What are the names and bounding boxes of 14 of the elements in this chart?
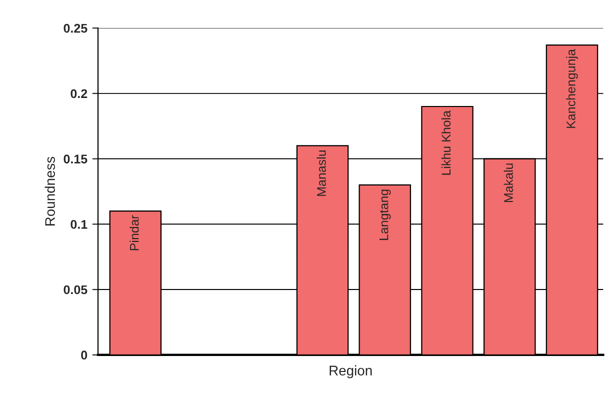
x-tick-label: Kanchengunja xyxy=(566,48,578,128)
y-tick-label: 0.05 xyxy=(64,285,88,294)
y-axis-title: Roundness xyxy=(44,156,55,226)
x-axis-title: Region xyxy=(330,365,372,378)
x-tick-label: Makalu xyxy=(504,164,513,202)
y-tick-label: 0.2 xyxy=(70,89,88,98)
x-tick-label: Likhu Khola xyxy=(441,110,451,175)
y-tick-label: 0.15 xyxy=(64,154,88,164)
x-tick-label: Pindar xyxy=(130,215,139,250)
y-tick-label: 0.25 xyxy=(64,24,88,33)
y-tick-label: 0.1 xyxy=(70,220,88,229)
y-tick-label: 0 xyxy=(81,350,88,360)
x-tick-label: Langtang xyxy=(380,190,391,240)
x-tick-label: Manaslu xyxy=(316,150,326,196)
